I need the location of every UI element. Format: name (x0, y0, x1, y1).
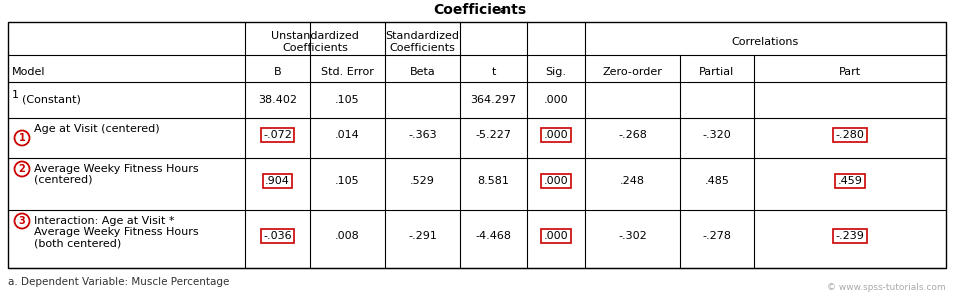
Text: .105: .105 (335, 176, 360, 186)
Text: 38.402: 38.402 (258, 95, 297, 105)
Text: 3: 3 (18, 216, 25, 226)
Text: -.072: -.072 (263, 130, 292, 140)
Text: -.280: -.280 (835, 130, 864, 140)
Text: (centered): (centered) (34, 175, 92, 185)
Text: 8.581: 8.581 (477, 176, 510, 186)
Text: © www.spss-tutorials.com: © www.spss-tutorials.com (828, 283, 946, 292)
Text: -5.227: -5.227 (475, 130, 512, 140)
Text: 1: 1 (12, 90, 19, 100)
Text: .000: .000 (543, 130, 568, 140)
Text: Zero-order: Zero-order (603, 67, 662, 77)
Circle shape (14, 214, 30, 229)
Text: 364.297: 364.297 (470, 95, 516, 105)
Text: Model: Model (12, 67, 45, 77)
Text: -.291: -.291 (408, 231, 437, 241)
Text: Beta: Beta (410, 67, 436, 77)
Text: t: t (492, 67, 495, 77)
Text: .904: .904 (265, 176, 290, 186)
Text: Average Weeky Fitness Hours: Average Weeky Fitness Hours (34, 227, 199, 237)
Circle shape (14, 130, 30, 146)
Text: -4.468: -4.468 (475, 231, 512, 241)
Text: -.320: -.320 (703, 130, 732, 140)
Text: .008: .008 (335, 231, 360, 241)
Text: Interaction: Age at Visit *: Interaction: Age at Visit * (34, 216, 175, 226)
Text: Age at Visit (centered): Age at Visit (centered) (34, 124, 159, 134)
Text: Average Weeky Fitness Hours: Average Weeky Fitness Hours (34, 164, 199, 174)
Text: Correlations: Correlations (732, 37, 799, 47)
Text: -.036: -.036 (263, 231, 292, 241)
Text: Part: Part (839, 67, 861, 77)
Text: -.278: -.278 (703, 231, 732, 241)
Text: -.363: -.363 (408, 130, 437, 140)
Text: Std. Error: Std. Error (321, 67, 374, 77)
Bar (8, 22, 946, 268)
Text: 1: 1 (18, 133, 25, 143)
Text: Standardized
Coefficients: Standardized Coefficients (386, 31, 460, 53)
Text: .105: .105 (335, 95, 360, 105)
Text: .000: .000 (543, 231, 568, 241)
Text: .485: .485 (705, 176, 730, 186)
Text: 2: 2 (18, 164, 25, 174)
Text: Coefficients: Coefficients (433, 3, 527, 17)
Text: -.239: -.239 (835, 231, 864, 241)
Text: Unstandardized
Coefficients: Unstandardized Coefficients (271, 31, 359, 53)
Text: Partial: Partial (700, 67, 734, 77)
Text: .000: .000 (543, 176, 568, 186)
Text: .000: .000 (543, 95, 568, 105)
Text: Sig.: Sig. (545, 67, 566, 77)
Text: -.302: -.302 (618, 231, 647, 241)
Text: .529: .529 (410, 176, 435, 186)
Text: .459: .459 (837, 176, 862, 186)
Text: .014: .014 (335, 130, 360, 140)
Circle shape (14, 161, 30, 176)
Text: a: a (500, 6, 506, 15)
Text: .248: .248 (620, 176, 645, 186)
Text: B: B (274, 67, 281, 77)
Text: (both centered): (both centered) (34, 238, 121, 248)
Text: (Constant): (Constant) (22, 95, 81, 105)
Text: -.268: -.268 (618, 130, 647, 140)
Text: a. Dependent Variable: Muscle Percentage: a. Dependent Variable: Muscle Percentage (8, 277, 229, 287)
